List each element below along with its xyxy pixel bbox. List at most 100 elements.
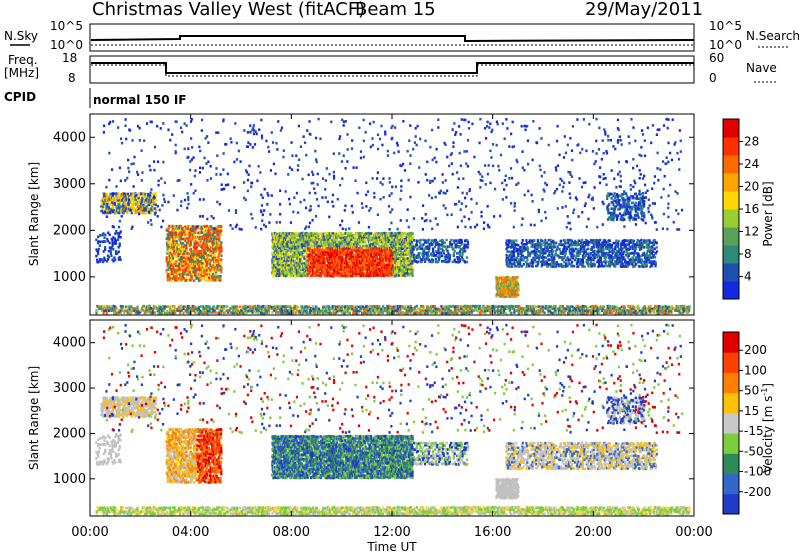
- nave-tick-top: 60: [709, 51, 724, 65]
- power-mark: [219, 277, 221, 280]
- power-mark: [150, 307, 152, 310]
- nave-label: Nave: [746, 61, 777, 75]
- power-mark: [216, 273, 218, 276]
- power-mark: [562, 305, 564, 308]
- nsky-line: [91, 36, 694, 41]
- freq-line: [91, 63, 694, 73]
- power-mark: [466, 308, 468, 311]
- power-mark: [191, 275, 193, 278]
- power-mark: [131, 203, 133, 206]
- power-mark: [308, 272, 310, 275]
- cpid-label: CPID: [4, 90, 36, 104]
- power-mark: [150, 212, 152, 215]
- power-mark: [108, 206, 110, 209]
- power-mark: [171, 271, 173, 274]
- power-mark: [473, 309, 475, 312]
- power-mark: [398, 274, 400, 277]
- power-mark: [223, 307, 225, 310]
- power-mark: [161, 312, 163, 315]
- power-mark: [168, 234, 170, 237]
- power-mark: [439, 309, 441, 312]
- nsearch-tick-bottom: 10^0: [709, 38, 742, 52]
- power-mark: [614, 312, 616, 315]
- power-mark: [142, 309, 144, 312]
- power-mark: [217, 256, 219, 259]
- power-mark: [121, 199, 123, 202]
- power-mark: [352, 305, 354, 308]
- power-mark: [114, 259, 116, 262]
- power-mark: [107, 258, 109, 261]
- power-mark: [106, 193, 108, 196]
- power-mark: [395, 312, 397, 315]
- power-mark: [656, 305, 658, 308]
- power-mark: [400, 311, 402, 314]
- power-mark: [510, 312, 512, 315]
- power-mark: [218, 234, 220, 237]
- power-mark: [688, 308, 690, 311]
- power-mark: [336, 258, 338, 261]
- freq-panel: Freq. [MHz] 18 8 60 0 Nave: [4, 51, 778, 85]
- power-mark: [353, 312, 355, 315]
- power-mark: [394, 241, 396, 244]
- power-mark: [378, 305, 380, 308]
- power-mark: [284, 266, 286, 269]
- freq-unit: [MHz]: [4, 66, 39, 80]
- power-mark: [109, 234, 111, 237]
- power-mark: [146, 201, 148, 204]
- power-mark: [102, 206, 104, 209]
- power-mark: [220, 246, 222, 249]
- power-mark: [198, 306, 200, 309]
- power-mark: [113, 197, 115, 200]
- power-mark: [247, 306, 249, 309]
- nsearch-label: N.Search: [746, 29, 800, 43]
- power-mark: [458, 310, 460, 313]
- power-mark: [138, 197, 140, 200]
- power-mark: [209, 311, 211, 314]
- nsky-tick-bottom: 10^0: [50, 38, 83, 52]
- power-mark: [551, 312, 553, 315]
- power-mark: [503, 310, 505, 313]
- power-mark: [612, 305, 614, 308]
- nave-tick-bottom: 0: [709, 71, 717, 85]
- power-mark: [484, 310, 486, 313]
- power-mark: [122, 305, 124, 308]
- power-mark: [112, 248, 114, 251]
- power-mark: [217, 267, 219, 270]
- power-mark: [380, 308, 382, 311]
- power-mark: [542, 308, 544, 311]
- power-mark: [140, 193, 142, 196]
- beam-label: Beam 15: [355, 0, 436, 20]
- power-mark: [323, 247, 325, 250]
- power-mark: [262, 305, 264, 308]
- power-mark: [638, 307, 640, 310]
- power-mark: [330, 312, 332, 315]
- power-mark: [456, 312, 458, 315]
- power-mark: [102, 232, 104, 235]
- power-mark: [218, 236, 220, 239]
- power-mark: [193, 279, 195, 282]
- power-mark: [172, 256, 174, 259]
- power-mark: [210, 225, 212, 228]
- power-mark: [261, 312, 263, 315]
- power-mark: [194, 311, 196, 314]
- power-mark: [143, 305, 145, 308]
- power-mark: [325, 245, 327, 248]
- power-mark: [507, 305, 509, 308]
- power-mark: [131, 212, 133, 215]
- power-mark: [107, 307, 109, 310]
- power-mark: [212, 279, 214, 282]
- power-mark: [319, 245, 321, 248]
- power-mark: [380, 232, 382, 235]
- power-mark: [206, 225, 208, 228]
- power-mark: [336, 238, 338, 241]
- power-mark: [104, 246, 106, 249]
- power-mark: [288, 312, 290, 315]
- date-label: 29/May/2011: [585, 0, 703, 20]
- power-mark: [533, 310, 535, 313]
- power-mark: [220, 267, 222, 270]
- power-mark: [155, 192, 157, 195]
- power-mark: [194, 230, 196, 233]
- power-mark: [219, 262, 221, 265]
